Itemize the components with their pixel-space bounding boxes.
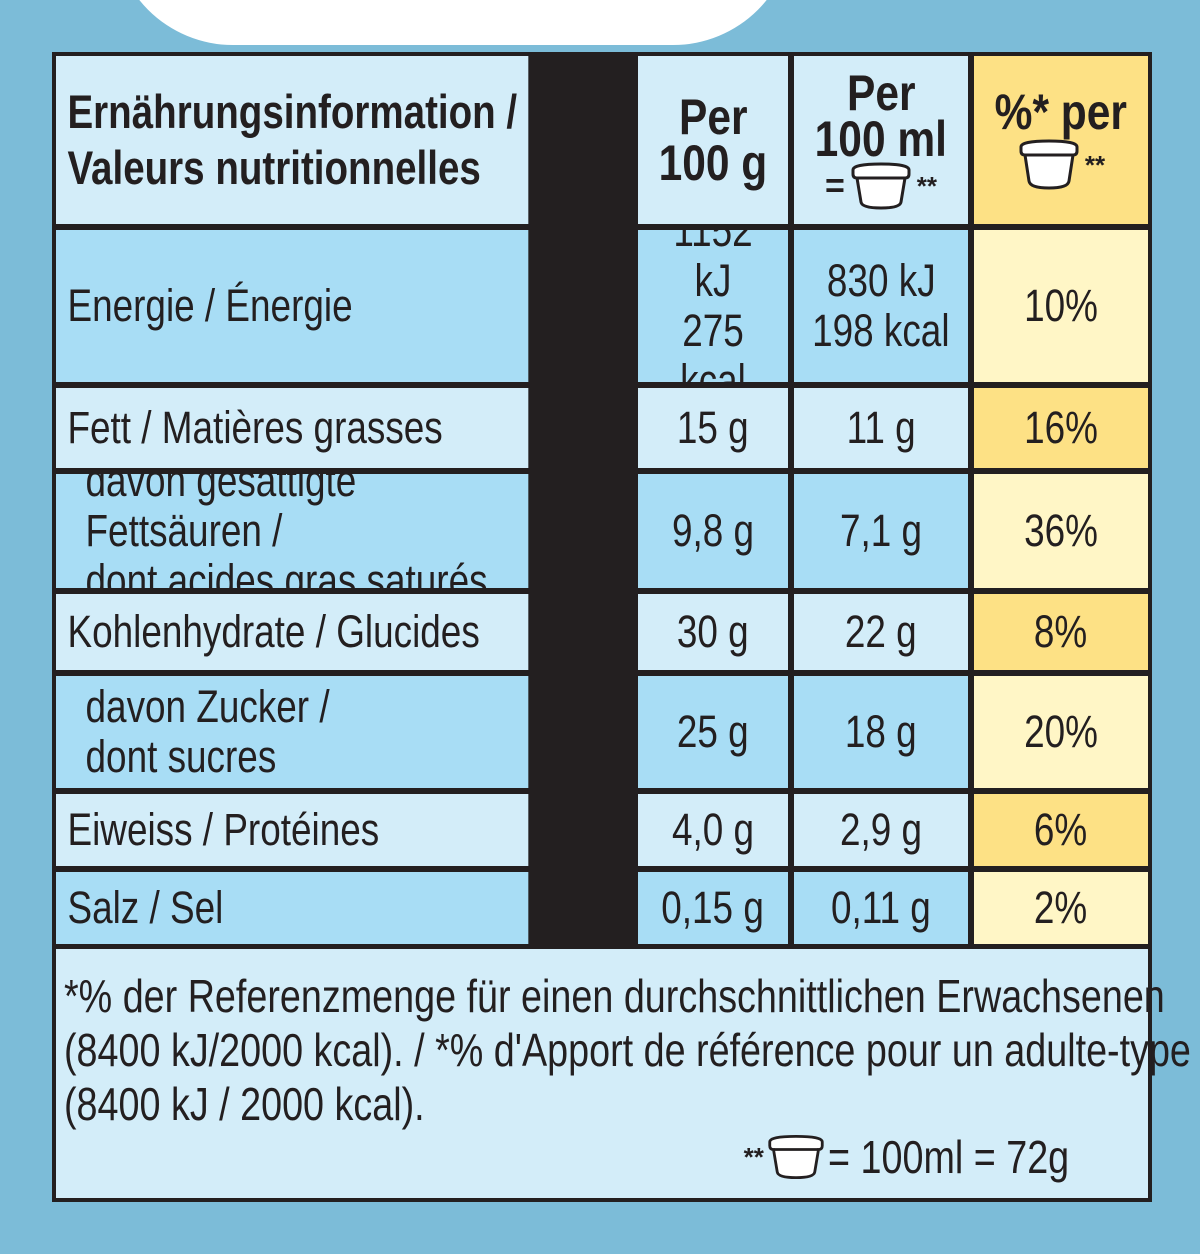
footnote: *% der Referenzmenge für einen durchschn… bbox=[56, 949, 1191, 1198]
value-percent: 16% bbox=[1024, 402, 1098, 453]
value-kj: 1152 kJ bbox=[673, 230, 753, 306]
carbohydrates-per-100ml: 22 g bbox=[794, 594, 968, 670]
portion-stars: ** bbox=[743, 1141, 764, 1172]
sugars-percent: 20% bbox=[974, 676, 1148, 788]
row-label-fat: Fett / Matières grasses bbox=[56, 388, 529, 468]
value: 4,0 g bbox=[671, 804, 755, 855]
value: 0,15 g bbox=[661, 882, 765, 933]
value-kcal: 198 kcal bbox=[812, 305, 950, 356]
saturated-fat-per-100g: 9,8 g bbox=[638, 474, 788, 588]
protein-percent: 6% bbox=[974, 794, 1148, 866]
header-col2-line1: Per bbox=[846, 65, 916, 121]
value: 9,8 g bbox=[671, 505, 755, 556]
value: 30 g bbox=[677, 606, 749, 657]
value-kj: 830 kJ bbox=[826, 255, 936, 306]
sugars-per-100g: 25 g bbox=[638, 676, 788, 788]
header-per-100g: Per 100 g bbox=[638, 56, 788, 224]
row-label-protein: Eiweiss / Protéines bbox=[56, 794, 529, 866]
value-percent: 6% bbox=[1034, 804, 1088, 855]
row-label-text: Eiweiss / Protéines bbox=[67, 804, 380, 855]
header-col1-line2: 100 g bbox=[658, 135, 768, 191]
value-kcal: 275 kcal bbox=[680, 305, 746, 383]
nutrition-table: Ernährungsinformation / Valeurs nutritio… bbox=[52, 52, 1191, 1202]
footnote-line1: *% der Referenzmenge für einen durchschn… bbox=[64, 970, 1165, 1022]
energy-per-100ml: 830 kJ 198 kcal bbox=[794, 230, 968, 382]
row-label-text: Salz / Sel bbox=[67, 882, 224, 933]
row-label-text: Fett / Matières grasses bbox=[67, 402, 443, 453]
value-percent: 8% bbox=[1034, 606, 1088, 657]
header-label-cell: Ernährungsinformation / Valeurs nutritio… bbox=[56, 56, 529, 224]
header-col2-eq: = bbox=[824, 167, 845, 205]
portion-text: = 100ml = 72g bbox=[827, 1131, 1070, 1183]
value: 2,9 g bbox=[839, 804, 923, 855]
sugars-per-100ml: 18 g bbox=[794, 676, 968, 788]
footnote-line3: (8400 kJ / 2000 kcal). bbox=[64, 1078, 425, 1130]
fat-per-100g: 15 g bbox=[638, 388, 788, 468]
row-label-sugars: davon Zucker / dont sucres bbox=[56, 676, 529, 788]
header-label-line1: Ernährungsinformation / bbox=[67, 85, 518, 138]
protein-per-100g: 4,0 g bbox=[638, 794, 788, 866]
row-label-salt: Salz / Sel bbox=[56, 872, 529, 944]
row-label-carbohydrates: Kohlenhydrate / Glucides bbox=[56, 594, 529, 670]
header-label-line2: Valeurs nutritionnelles bbox=[67, 141, 481, 194]
fat-percent: 16% bbox=[974, 388, 1148, 468]
decorative-background-shape bbox=[113, 0, 793, 45]
salt-percent: 2% bbox=[974, 872, 1148, 944]
value: 0,11 g bbox=[831, 882, 931, 933]
value: 11 g bbox=[846, 402, 916, 453]
value: 15 g bbox=[677, 402, 749, 453]
saturated-fat-percent: 36% bbox=[974, 474, 1148, 588]
cup-icon bbox=[851, 162, 911, 210]
value: 25 g bbox=[677, 706, 749, 757]
value-percent: 36% bbox=[1024, 505, 1098, 556]
value-percent: 2% bbox=[1034, 882, 1088, 933]
energy-per-100g: 1152 kJ 275 kcal bbox=[638, 230, 788, 382]
row-label-line2: dont sucres bbox=[85, 731, 277, 782]
row-label-line1: davon Zucker / bbox=[85, 681, 330, 732]
footnote-line2: (8400 kJ/2000 kcal). / *% d'Apport de ré… bbox=[64, 1024, 1191, 1076]
header-col1-line1: Per bbox=[678, 89, 748, 145]
fat-per-100ml: 11 g bbox=[794, 388, 968, 468]
header-col2-stars: ** bbox=[916, 171, 938, 201]
energy-percent: 10% bbox=[974, 230, 1148, 382]
value-percent: 20% bbox=[1024, 706, 1098, 757]
row-label-line1: davon gesättigte Fettsäuren / bbox=[85, 474, 357, 556]
row-label-text: Energie / Énergie bbox=[67, 280, 353, 331]
row-label-line2: dont acides gras saturés bbox=[85, 555, 488, 589]
portion-note: ** = 100ml = 72g bbox=[744, 1130, 1122, 1184]
saturated-fat-per-100ml: 7,1 g bbox=[794, 474, 968, 588]
value: 18 g bbox=[845, 706, 917, 757]
row-label-energy: Energie / Énergie bbox=[56, 230, 529, 382]
carbohydrates-per-100g: 30 g bbox=[638, 594, 788, 670]
protein-per-100ml: 2,9 g bbox=[794, 794, 968, 866]
header-col3-line1: %* per bbox=[994, 84, 1128, 140]
footnote-text: *% der Referenzmenge für einen durchschn… bbox=[64, 969, 1191, 1131]
salt-per-100g: 0,15 g bbox=[638, 872, 788, 944]
row-label-saturated-fat: davon gesättigte Fettsäuren / dont acide… bbox=[56, 474, 529, 589]
cup-icon bbox=[768, 1134, 824, 1180]
header-col2-line2: 100 ml bbox=[814, 111, 948, 167]
header-per-100ml: Per 100 ml = ** bbox=[794, 56, 968, 224]
header-col3-stars: ** bbox=[1084, 150, 1106, 180]
cup-icon bbox=[1019, 139, 1079, 190]
salt-per-100ml: 0,11 g bbox=[794, 872, 968, 944]
value: 7,1 g bbox=[839, 505, 923, 556]
header-percent-per-portion: %* per ** bbox=[974, 56, 1148, 224]
row-label-text: Kohlenhydrate / Glucides bbox=[67, 606, 480, 657]
value-percent: 10% bbox=[1024, 280, 1098, 331]
carbohydrates-percent: 8% bbox=[974, 594, 1148, 670]
value: 22 g bbox=[845, 606, 917, 657]
